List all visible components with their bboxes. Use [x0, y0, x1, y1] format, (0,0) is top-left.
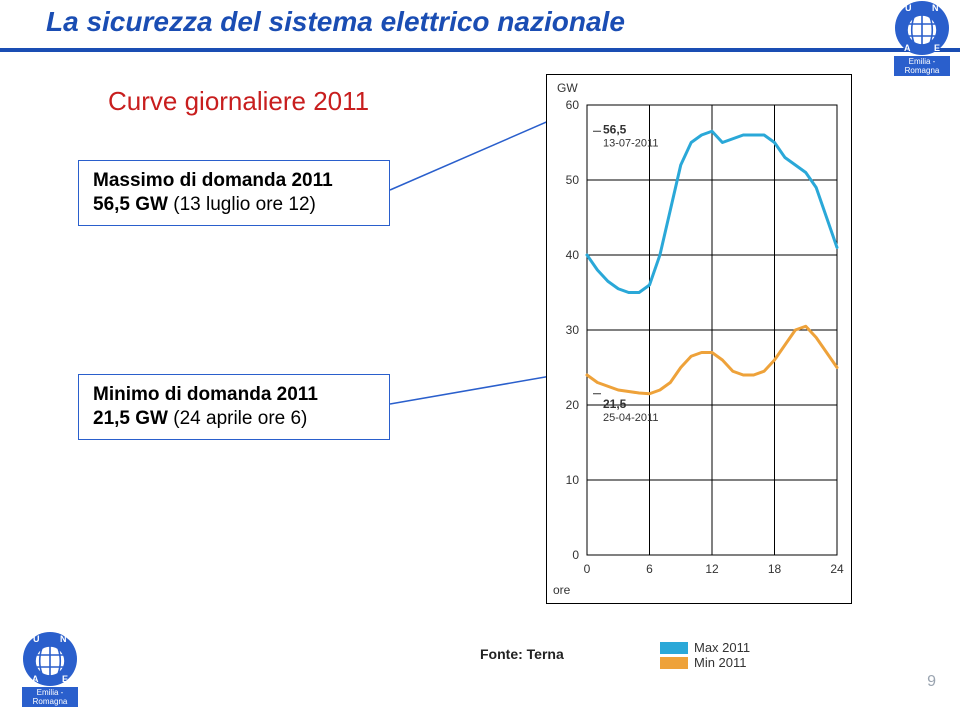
svg-text:56,5: 56,5 [603, 122, 627, 136]
svg-text:6: 6 [646, 562, 653, 576]
title-band: La sicurezza del sistema elettrico nazio… [0, 0, 960, 54]
unae-logo-icon: U N A E [894, 0, 950, 56]
page-number: 9 [927, 673, 936, 691]
page-title: La sicurezza del sistema elettrico nazio… [46, 6, 625, 38]
daily-curves-chart: GW ore 0 6 12 18 24 0 10 20 30 40 50 60 56,513-07-20… [546, 74, 852, 604]
svg-text:A: A [904, 43, 911, 53]
legend-item-min: Min 2011 [660, 655, 750, 670]
callout-min-line2: 21,5 GW (24 aprile ore 6) [93, 407, 375, 431]
svg-text:0: 0 [572, 548, 579, 562]
logo-region-footer: Emilia - Romagna [22, 687, 78, 707]
svg-text:30: 30 [566, 323, 580, 337]
callout-max-date: (13 luglio ore 12) [168, 194, 316, 215]
svg-text:60: 60 [566, 98, 580, 112]
logo-top: U N A E Emilia - Romagna [894, 0, 950, 56]
svg-text:50: 50 [566, 173, 580, 187]
svg-text:13-07-2011: 13-07-2011 [603, 137, 658, 149]
subtitle: Curve giornaliere 2011 [108, 86, 369, 117]
callout-min-line1: Minimo di domanda 2011 [93, 383, 375, 407]
unae-logo-icon: U N A E [22, 631, 78, 687]
legend-label-min: Min 2011 [694, 655, 747, 670]
x-axis-label: ore [553, 583, 570, 597]
chart-legend: Max 2011 Min 2011 [660, 640, 750, 670]
svg-text:N: N [932, 3, 939, 13]
chart-svg: 0 6 12 18 24 0 10 20 30 40 50 60 56,513-07-2011 21,52… [547, 75, 853, 605]
callout-min-date: (24 aprile ore 6) [168, 408, 307, 429]
svg-text:24: 24 [830, 562, 844, 576]
callout-max-line2: 56,5 GW (13 luglio ore 12) [93, 193, 375, 217]
callout-max-value: 56,5 GW [93, 194, 168, 215]
svg-text:25-04-2011: 25-04-2011 [603, 412, 658, 424]
svg-text:U: U [33, 634, 40, 644]
svg-text:18: 18 [768, 562, 782, 576]
legend-swatch-min [660, 657, 688, 669]
logo-footer: U N A E Emilia - Romagna [22, 631, 78, 687]
svg-text:E: E [934, 43, 940, 53]
title-underline [0, 48, 960, 52]
svg-text:10: 10 [566, 473, 580, 487]
callout-min-value: 21,5 GW [93, 408, 168, 429]
legend-item-max: Max 2011 [660, 640, 750, 655]
svg-text:E: E [62, 674, 68, 684]
source-label: Fonte: Terna [480, 646, 564, 662]
svg-text:U: U [905, 3, 912, 13]
svg-text:20: 20 [566, 398, 580, 412]
header: La sicurezza del sistema elettrico nazio… [0, 0, 960, 54]
callout-max: Massimo di domanda 2011 56,5 GW (13 lugl… [78, 160, 390, 226]
svg-text:0: 0 [584, 562, 591, 576]
y-axis-label: GW [557, 81, 578, 95]
svg-text:N: N [60, 634, 67, 644]
svg-text:12: 12 [705, 562, 719, 576]
callout-max-line1: Massimo di domanda 2011 [93, 169, 375, 193]
legend-label-max: Max 2011 [694, 640, 750, 655]
callout-min: Minimo di domanda 2011 21,5 GW (24 april… [78, 374, 390, 440]
svg-text:A: A [32, 674, 39, 684]
svg-text:21,5: 21,5 [603, 397, 627, 411]
svg-text:40: 40 [566, 248, 580, 262]
logo-region: Emilia - Romagna [894, 56, 950, 76]
legend-swatch-max [660, 642, 688, 654]
